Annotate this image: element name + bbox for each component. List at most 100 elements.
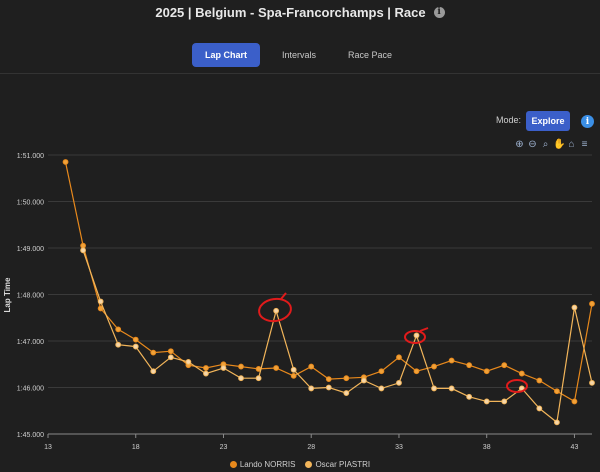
x-tick-label: 38 [483, 444, 491, 451]
data-point[interactable] [466, 362, 473, 369]
data-point[interactable] [132, 336, 139, 343]
page-title: 2025 | Belgium - Spa-Francorchamps | Rac… [155, 4, 426, 20]
series-line [82, 250, 593, 424]
y-tick-label: 1:49.000 [17, 246, 44, 253]
data-point[interactable] [536, 405, 543, 412]
data-point[interactable] [483, 368, 490, 375]
zoom-out-icon[interactable]: ⊖ [528, 138, 537, 150]
data-point[interactable] [360, 377, 367, 384]
x-tick-label: 23 [220, 444, 228, 451]
data-point[interactable] [589, 300, 595, 307]
chart-series [62, 159, 595, 426]
data-point[interactable] [185, 359, 192, 365]
data-point[interactable] [378, 368, 385, 375]
tab-lap-chart[interactable]: Lap Chart [191, 43, 260, 67]
data-point[interactable] [343, 375, 350, 382]
legend-label-norris: Lando NORRIS [239, 459, 296, 469]
data-point[interactable] [501, 398, 508, 405]
data-point[interactable] [290, 372, 297, 379]
x-tick-label: 33 [395, 444, 403, 451]
data-point[interactable] [167, 354, 174, 361]
tab-race-pace[interactable]: Race Pace [348, 50, 393, 60]
x-tick-label: 13 [44, 444, 52, 451]
y-tick-label: 1:45.000 [17, 432, 44, 439]
mode-info-icon[interactable]: i [581, 115, 594, 128]
data-point[interactable] [536, 377, 543, 384]
data-point[interactable] [413, 332, 420, 339]
info-icon[interactable]: i [433, 6, 445, 18]
magnifier-icon[interactable]: ⌕ [542, 138, 549, 150]
data-point[interactable] [396, 354, 402, 361]
x-axis: 13 18 23 28 33 38 43 [44, 434, 578, 451]
data-point[interactable] [308, 363, 315, 370]
data-point[interactable] [554, 388, 560, 395]
data-point[interactable] [571, 304, 578, 311]
header-divider [0, 73, 600, 74]
y-tick-label: 1:50.000 [17, 200, 44, 207]
home-icon[interactable]: ⌂ [568, 138, 575, 150]
data-point[interactable] [343, 390, 350, 396]
data-point[interactable] [273, 307, 280, 314]
data-point[interactable] [431, 363, 437, 370]
data-point[interactable] [378, 385, 385, 392]
x-tick-label: 18 [132, 444, 140, 451]
x-tick-label: 43 [571, 444, 579, 451]
pan-hand-icon[interactable]: ✋ [553, 138, 566, 150]
series-norris [62, 159, 595, 405]
legend-item-piastri[interactable]: Oscar PIASTRI [305, 458, 370, 470]
tab-intervals[interactable]: Intervals [281, 50, 316, 60]
data-point[interactable] [238, 375, 244, 382]
data-point[interactable] [150, 368, 157, 375]
data-point[interactable] [203, 365, 209, 371]
zoom-in-icon[interactable]: ⊕ [515, 138, 524, 150]
data-point[interactable] [589, 379, 595, 386]
y-tick-label: 1:48.000 [17, 293, 44, 300]
data-point[interactable] [431, 385, 437, 392]
data-point[interactable] [62, 159, 69, 165]
data-point[interactable] [238, 363, 244, 370]
data-point[interactable] [80, 247, 86, 254]
data-point[interactable] [80, 242, 86, 249]
y-tick-label: 1:47.000 [17, 339, 44, 346]
data-point[interactable] [483, 398, 490, 405]
data-point[interactable] [220, 365, 227, 371]
legend-item-norris[interactable]: Lando NORRIS [229, 458, 296, 470]
x-tick-label: 28 [307, 444, 315, 451]
data-point[interactable] [308, 385, 315, 392]
data-point[interactable] [554, 419, 560, 426]
menu-icon[interactable]: ≡ [581, 138, 588, 150]
y-tick-label: 1:46.000 [17, 386, 44, 393]
data-point[interactable] [448, 385, 455, 392]
data-point[interactable] [115, 326, 122, 333]
data-point[interactable] [571, 398, 578, 405]
legend-dot-piastri [305, 460, 313, 468]
data-point[interactable] [150, 349, 157, 356]
data-point[interactable] [518, 370, 525, 377]
data-point[interactable] [290, 366, 297, 373]
data-point[interactable] [203, 370, 209, 377]
mode-explore-button[interactable]: Explore [526, 111, 570, 131]
data-point[interactable] [115, 341, 122, 348]
red-annotation-marks [258, 292, 528, 393]
chart-grid [48, 154, 592, 435]
data-point[interactable] [167, 348, 174, 355]
chart-legend: Lando NORRIS Oscar PIASTRI [0, 458, 600, 470]
tab-bar: Lap Chart Intervals Race Pace [0, 43, 600, 67]
data-point[interactable] [325, 376, 332, 383]
data-point[interactable] [413, 368, 420, 375]
data-point[interactable] [396, 379, 402, 386]
data-point[interactable] [132, 343, 139, 350]
y-axis: 1:51.000 1:50.000 1:49.000 1:48.000 1:47.000… [17, 153, 44, 439]
data-point[interactable] [273, 365, 280, 371]
y-tick-label: 1:51.000 [17, 153, 44, 160]
data-point[interactable] [501, 362, 508, 369]
data-point[interactable] [255, 375, 262, 382]
data-point[interactable] [325, 384, 332, 391]
series-piastri [80, 247, 595, 426]
data-point[interactable] [97, 298, 104, 305]
legend-dot-norris [229, 460, 237, 468]
data-point[interactable] [448, 357, 455, 364]
chart-toolbar: ⊕ ⊖ ⌕ ✋ ⌂ ≡ [514, 138, 590, 150]
data-point[interactable] [466, 393, 473, 400]
